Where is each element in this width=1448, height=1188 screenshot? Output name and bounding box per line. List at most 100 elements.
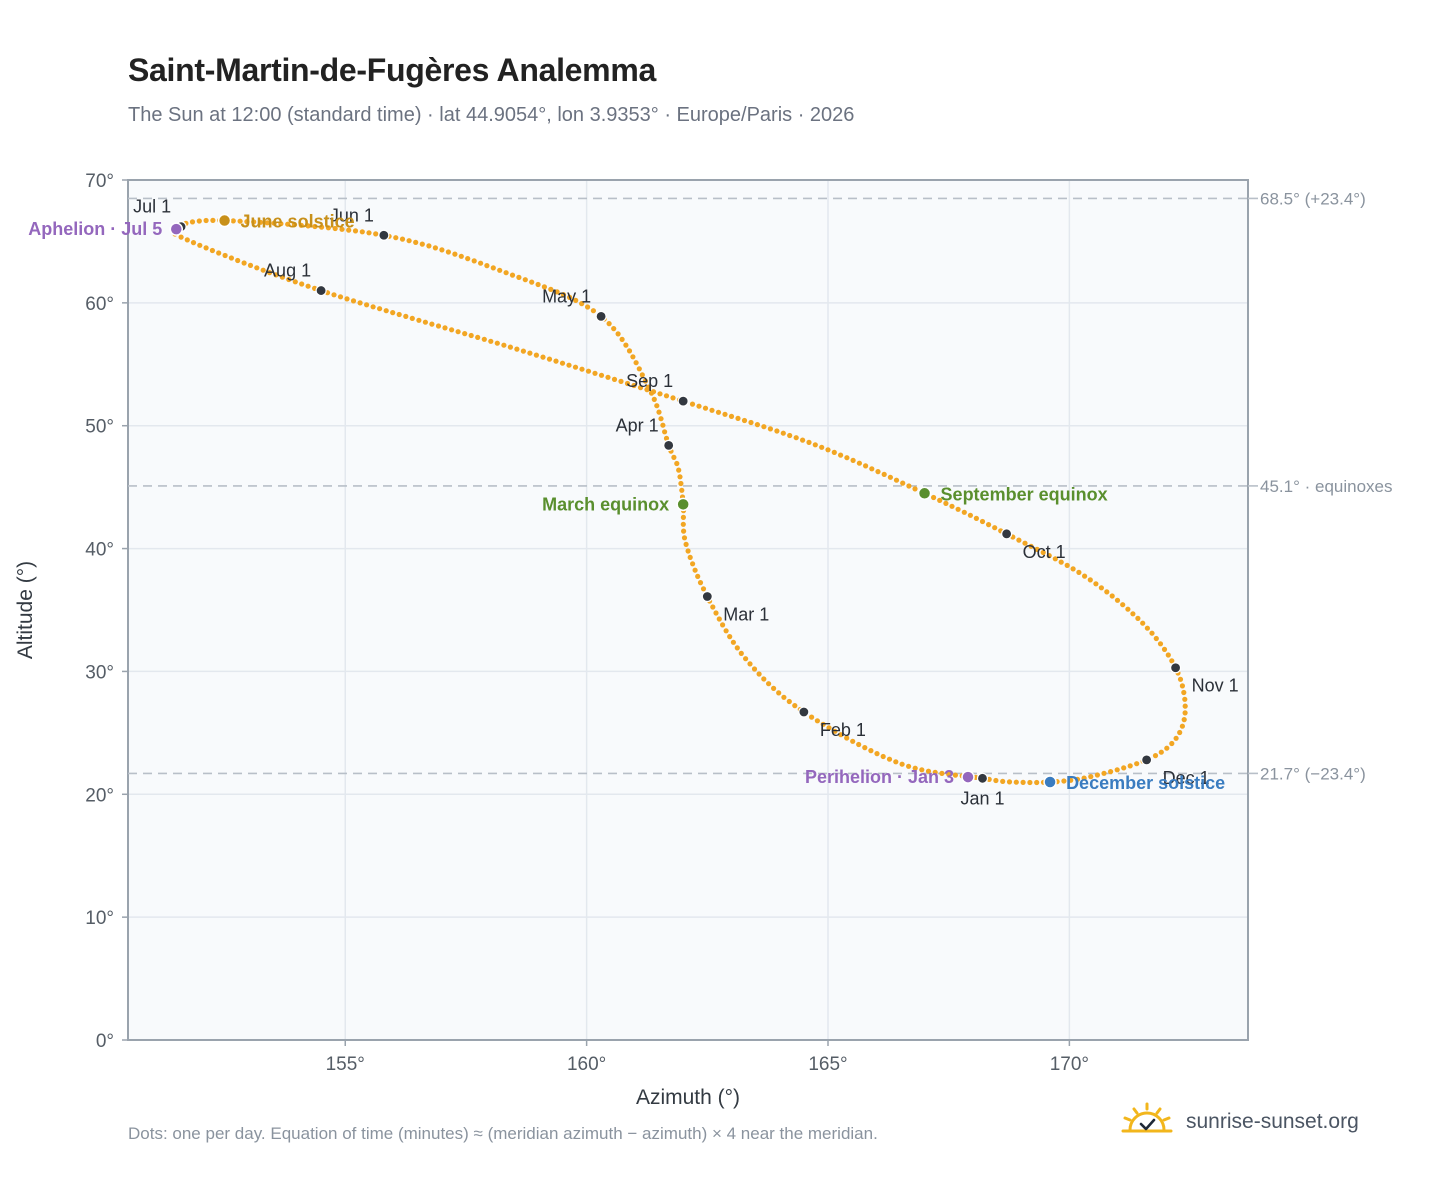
daily-sun-dot [196,218,202,224]
daily-sun-dot [636,366,642,372]
chart-subtitle: The Sun at 12:00 (standard time) · lat 4… [128,104,855,126]
y-tick-label: 50° [85,417,114,438]
daily-sun-dot [439,247,445,253]
daily-sun-dot [1179,683,1185,689]
daily-sun-dot [573,297,579,303]
daily-sun-dot [1114,767,1120,773]
daily-sun-dot [509,272,516,278]
daily-sun-dot [710,604,716,610]
month-label: Dec 1 [1163,768,1210,788]
daily-sun-dot [490,265,496,271]
daily-sun-dot [364,302,370,308]
daily-sun-dot [1169,740,1175,747]
daily-sun-dot [264,220,270,226]
month-label: Oct 1 [1023,542,1066,562]
daily-sun-dot [222,252,228,259]
month-marker [1001,528,1013,540]
daily-sun-dot [1034,779,1040,786]
daily-sun-dot [685,548,691,554]
daily-sun-dot [639,372,645,378]
month-label: Feb 1 [820,720,866,740]
reference-line-label: 45.1° · equinoxes [1260,477,1393,496]
event-label: Perihelion · Jan 3 [805,767,954,787]
daily-sun-dot [825,447,831,453]
daily-sun-dot [1135,615,1141,622]
month-label: Jan 1 [960,788,1004,808]
daily-sun-dot [592,370,598,376]
daily-sun-dot [967,512,974,518]
daily-sun-dot [819,444,825,450]
daily-sun-dot [257,219,264,225]
daily-sun-dot [1027,779,1033,786]
daily-sun-dot [743,656,749,662]
daily-sun-dot [1157,641,1164,647]
chart-footnote: Dots: one per day. Equation of time (min… [128,1124,878,1143]
daily-sun-dot [1120,602,1126,608]
daily-sun-dot [1140,620,1146,626]
daily-sun-dot [390,310,396,316]
daily-sun-dot [203,245,209,251]
daily-sun-dot [679,487,685,493]
daily-sun-dot [697,580,704,586]
daily-sun-dot [416,317,422,323]
daily-sun-dot [671,454,677,460]
y-tick-label: 0° [96,1031,114,1052]
daily-sun-dot [992,525,998,531]
daily-sun-dot [678,480,684,487]
daily-sun-dot [494,340,500,346]
daily-sun-dot [786,698,792,705]
daily-sun-dot [1181,689,1187,696]
daily-sun-dot [522,277,528,283]
daily-sun-dot [674,460,680,467]
daily-sun-dot [1130,611,1136,617]
daily-sun-dot [806,439,812,445]
daily-sun-dot [925,768,932,774]
daily-sun-dot [826,725,832,731]
daily-sun-dot [228,255,234,261]
month-label: May 1 [542,286,591,306]
daily-sun-dot [554,289,560,295]
daily-sun-dot [1165,652,1171,658]
daily-sun-dot [683,541,689,548]
daily-sun-dot [748,419,754,426]
daily-sun-dot [820,721,826,727]
daily-sun-dot [1028,543,1034,549]
event-marker [169,222,184,236]
brand-name: sunrise-sunset.org [1186,1109,1359,1133]
daily-sun-dot [695,573,701,580]
daily-sun-dot [396,311,402,318]
daily-sun-dot [919,767,925,773]
daily-sun-dot [567,294,573,300]
daily-sun-dot [566,362,572,368]
daily-sun-dot [572,364,579,370]
month-marker [701,590,713,603]
daily-sun-dot [337,294,344,300]
daily-sun-dot [452,251,458,257]
daily-sun-dot [1181,717,1187,723]
daily-sun-dot [730,639,737,645]
daily-sun-dot [579,301,585,307]
daily-sun-dot [979,518,986,525]
daily-sun-dot [1108,769,1114,775]
daily-sun-dot [429,321,435,327]
daily-sun-dot [1164,745,1170,751]
daily-sun-dot [814,718,821,724]
month-label: Aug 1 [264,261,311,281]
daily-sun-dot [298,222,304,228]
daily-sun-dot [260,267,266,273]
daily-sun-dot [949,503,955,509]
daily-sun-dot [751,666,758,672]
daily-sun-dot [677,474,683,480]
daily-sun-dot [481,336,487,342]
daily-sun-dot [251,219,257,225]
daily-sun-dot [359,229,365,235]
daily-sun-dot [541,284,548,290]
x-tick-label: 155° [326,1054,365,1075]
daily-sun-dot [680,521,686,527]
daily-sun-dot [880,753,886,760]
daily-sun-dot [1177,729,1183,736]
daily-sun-dot [279,274,285,280]
daily-sun-dot [899,761,905,767]
daily-sun-dot [244,219,250,225]
daily-sun-dot [738,650,744,657]
